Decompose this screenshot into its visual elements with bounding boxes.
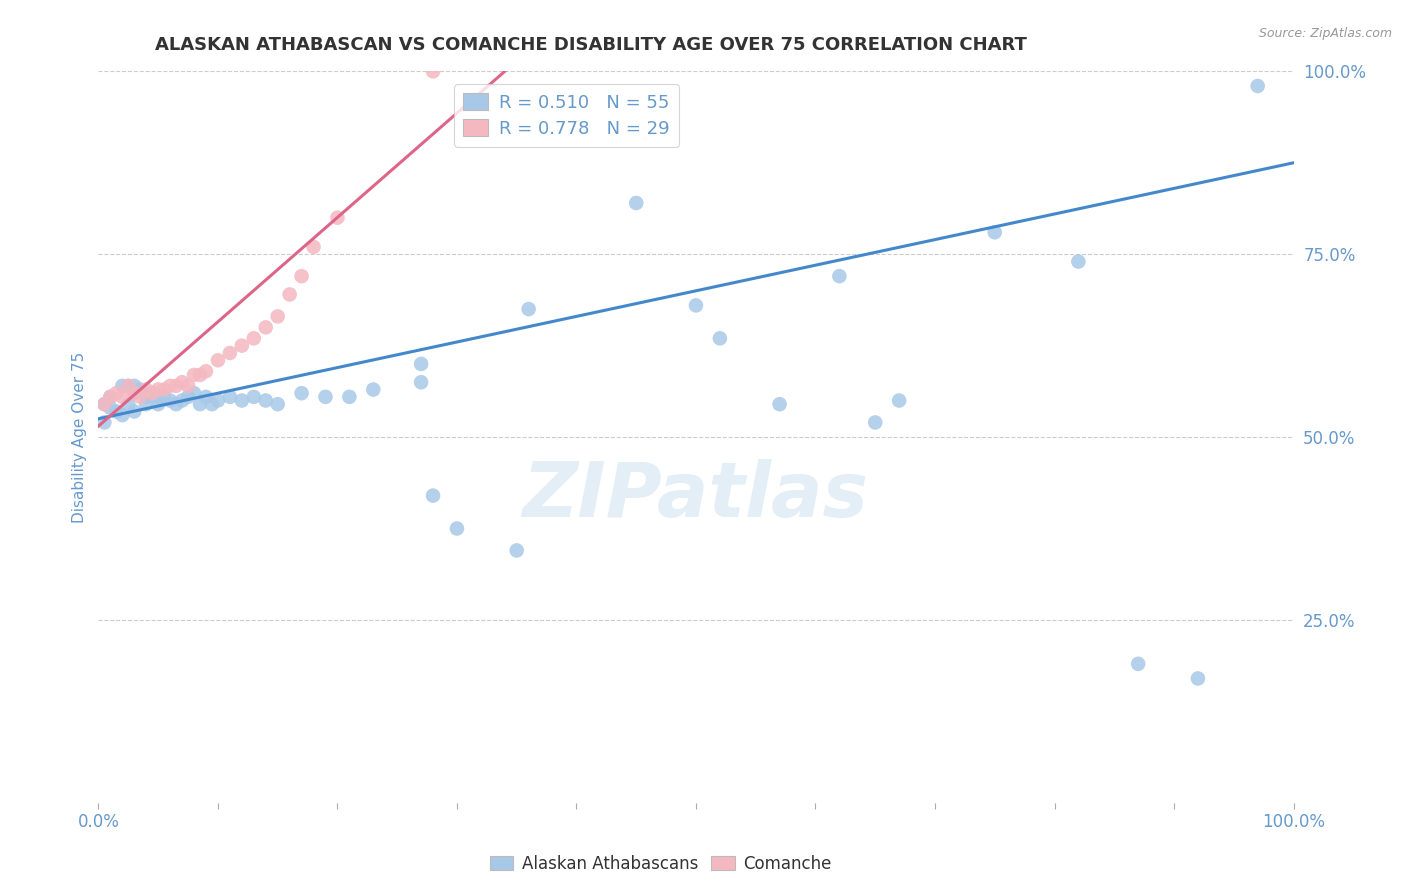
Point — [315, 390, 337, 404]
Point — [129, 390, 152, 404]
Point — [183, 368, 205, 382]
Point — [326, 211, 349, 225]
Point — [153, 390, 176, 404]
Point — [278, 287, 301, 301]
Point — [267, 310, 290, 324]
Point — [141, 386, 163, 401]
Point — [446, 521, 468, 535]
Point — [117, 379, 139, 393]
Point — [207, 353, 229, 368]
Point — [243, 331, 266, 345]
Point — [194, 390, 218, 404]
Point — [165, 397, 187, 411]
Point — [422, 489, 444, 503]
Point — [129, 383, 152, 397]
Point — [148, 383, 170, 397]
Point — [105, 404, 128, 418]
Point — [93, 397, 115, 411]
Point — [1067, 254, 1090, 268]
Point — [201, 397, 224, 411]
Point — [207, 393, 229, 408]
Point — [291, 386, 314, 401]
Point — [159, 379, 181, 393]
Point — [984, 225, 1007, 239]
Point — [93, 397, 115, 411]
Point — [93, 416, 115, 430]
Point — [153, 383, 176, 397]
Point — [148, 397, 170, 411]
Point — [124, 386, 146, 401]
Point — [188, 397, 211, 411]
Point — [177, 390, 200, 404]
Point — [291, 269, 314, 284]
Point — [685, 298, 707, 312]
Point — [124, 386, 146, 401]
Point — [98, 390, 122, 404]
Point — [111, 379, 134, 393]
Point — [1246, 78, 1268, 93]
Point — [111, 390, 134, 404]
Point — [828, 269, 851, 284]
Point — [411, 357, 433, 371]
Point — [124, 379, 146, 393]
Point — [231, 338, 253, 352]
Point — [177, 379, 200, 393]
Point — [254, 393, 277, 408]
Point — [98, 390, 122, 404]
Point — [302, 240, 325, 254]
Legend: R = 0.510   N = 55, R = 0.778   N = 29: R = 0.510 N = 55, R = 0.778 N = 29 — [454, 84, 679, 147]
Point — [172, 376, 194, 390]
Point — [267, 397, 290, 411]
Point — [1128, 657, 1150, 671]
Text: ZIPatlas: ZIPatlas — [523, 458, 869, 533]
Point — [98, 401, 122, 415]
Point — [219, 346, 242, 360]
Point — [183, 386, 205, 401]
Legend: Alaskan Athabascans, Comanche: Alaskan Athabascans, Comanche — [484, 848, 838, 880]
Point — [517, 301, 540, 317]
Point — [422, 64, 444, 78]
Point — [135, 397, 157, 411]
Point — [188, 368, 211, 382]
Point — [231, 393, 253, 408]
Point — [709, 331, 731, 345]
Text: Source: ZipAtlas.com: Source: ZipAtlas.com — [1258, 27, 1392, 40]
Point — [506, 543, 529, 558]
Text: ALASKAN ATHABASCAN VS COMANCHE DISABILITY AGE OVER 75 CORRELATION CHART: ALASKAN ATHABASCAN VS COMANCHE DISABILIT… — [155, 36, 1026, 54]
Point — [148, 390, 170, 404]
Y-axis label: Disability Age Over 75: Disability Age Over 75 — [72, 351, 87, 523]
Point — [363, 383, 385, 397]
Point — [141, 386, 163, 401]
Point — [243, 390, 266, 404]
Point — [135, 390, 157, 404]
Point — [1187, 672, 1209, 686]
Point — [117, 379, 139, 393]
Point — [254, 320, 277, 334]
Point — [117, 397, 139, 411]
Point — [411, 376, 433, 390]
Point — [165, 379, 187, 393]
Point — [194, 364, 218, 378]
Point — [889, 393, 911, 408]
Point — [172, 393, 194, 408]
Point — [863, 416, 887, 430]
Point — [159, 393, 181, 408]
Point — [626, 196, 648, 211]
Point — [105, 386, 128, 401]
Point — [124, 404, 146, 418]
Point — [768, 397, 790, 411]
Point — [111, 408, 134, 422]
Point — [135, 383, 157, 397]
Point — [219, 390, 242, 404]
Point — [339, 390, 360, 404]
